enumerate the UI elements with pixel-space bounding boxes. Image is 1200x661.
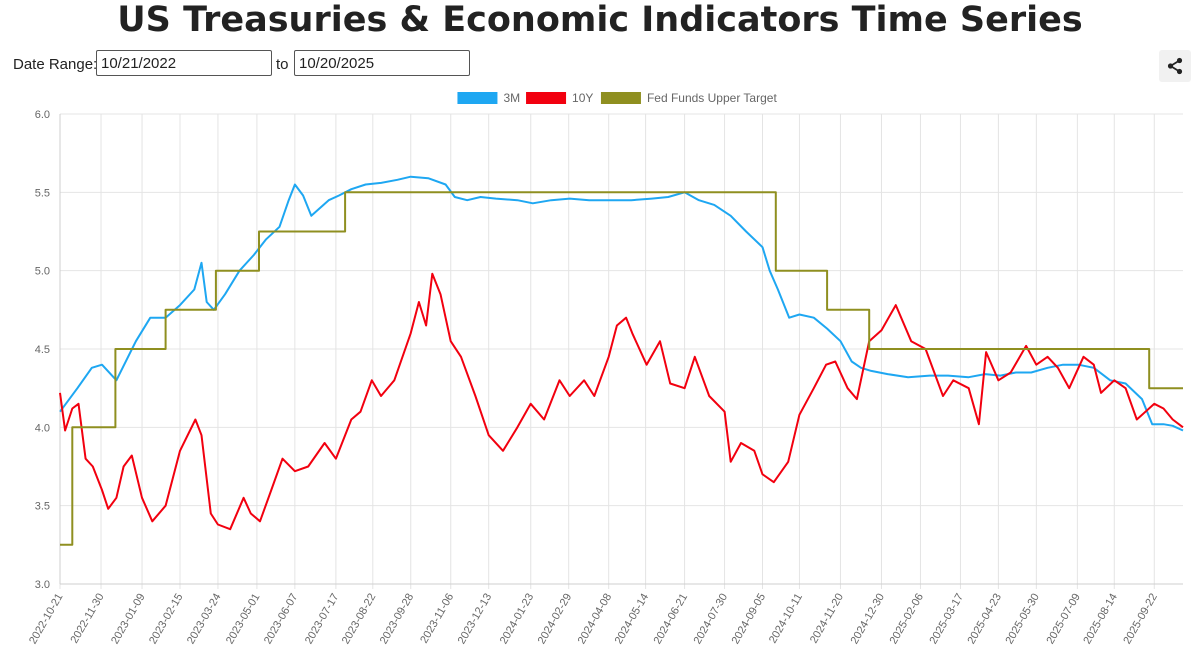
x-tick-label: 2023-01-09	[109, 592, 148, 647]
y-tick-label: 3.0	[35, 579, 50, 591]
start-date-input[interactable]	[96, 50, 272, 76]
x-tick-label: 2024-01-23	[498, 592, 537, 647]
legend-label: 10Y	[572, 91, 593, 105]
x-tick-label: 2023-11-06	[418, 592, 456, 646]
x-tick-label: 2023-08-22	[340, 592, 379, 647]
x-tick-label: 2024-11-20	[808, 592, 846, 646]
page-title: US Treasuries & Economic Indicators Time…	[117, 0, 1083, 40]
share-button[interactable]	[1159, 50, 1191, 82]
x-tick-label: 2024-07-30	[692, 592, 731, 647]
x-tick-label: 2025-09-22	[1121, 592, 1160, 647]
legend-swatch-3m	[457, 92, 498, 104]
time-series-chart: 3.0 3.5 4.0 4.5 5.0 5.5 6.0 2022-10-21 2022-11-3…	[27, 91, 1184, 647]
x-tick-label: 2024-10-11	[767, 592, 805, 646]
x-tick-label: 2024-09-05	[730, 592, 769, 647]
x-tick-label: 2025-07-09	[1044, 592, 1083, 647]
series-line-10y	[59, 272, 1184, 531]
x-tick-label: 2022-11-30	[69, 592, 107, 646]
x-tick-label: 2023-03-24	[185, 592, 224, 647]
series-line-3m	[59, 175, 1184, 432]
x-tick-label: 2024-05-14	[613, 592, 652, 647]
x-tick-label: 2024-06-21	[652, 592, 691, 647]
x-tick-label: 2022-10-21	[27, 592, 66, 647]
x-tick-label: 2025-04-23	[965, 591, 1004, 646]
to-label: to	[276, 56, 289, 73]
y-tick-label: 6.0	[35, 109, 50, 121]
x-tick-label: 2025-02-06	[888, 592, 927, 647]
y-tick-label: 3.5	[35, 501, 50, 513]
legend-swatch-10y	[526, 92, 567, 104]
y-tick-label: 5.5	[35, 187, 50, 199]
x-tick-label: 2023-07-17	[303, 592, 342, 647]
x-tick-label: 2024-04-08	[576, 592, 615, 647]
x-tick-label: 2023-05-01	[224, 592, 263, 647]
y-tick-label: 5.0	[35, 266, 50, 278]
x-tick-label: 2023-09-28	[378, 592, 417, 647]
x-tick-label: 2024-02-29	[536, 592, 575, 647]
x-tick-label: 2024-12-30	[849, 592, 888, 647]
legend-label: 3M	[503, 91, 520, 105]
x-tick-label: 2025-03-17	[928, 592, 967, 647]
share-icon	[1167, 57, 1183, 75]
series-line-fed-funds-upper-target	[60, 191, 1183, 546]
x-tick-label: 2023-06-07	[262, 592, 301, 647]
date-range-label: Date Range:	[13, 56, 98, 73]
legend-label: Fed Funds Upper Target	[647, 91, 778, 105]
x-tick-label: 2023-02-15	[147, 592, 186, 647]
x-tick-label: 2023-12-13	[456, 592, 495, 647]
y-tick-label: 4.0	[35, 422, 50, 434]
x-tick-label: 2025-08-14	[1081, 592, 1120, 647]
end-date-input[interactable]	[294, 50, 470, 76]
x-tick-label: 2025-05-30	[1003, 592, 1042, 647]
y-tick-label: 4.5	[35, 344, 50, 356]
legend-swatch-fed-funds-upper-target	[600, 92, 641, 104]
